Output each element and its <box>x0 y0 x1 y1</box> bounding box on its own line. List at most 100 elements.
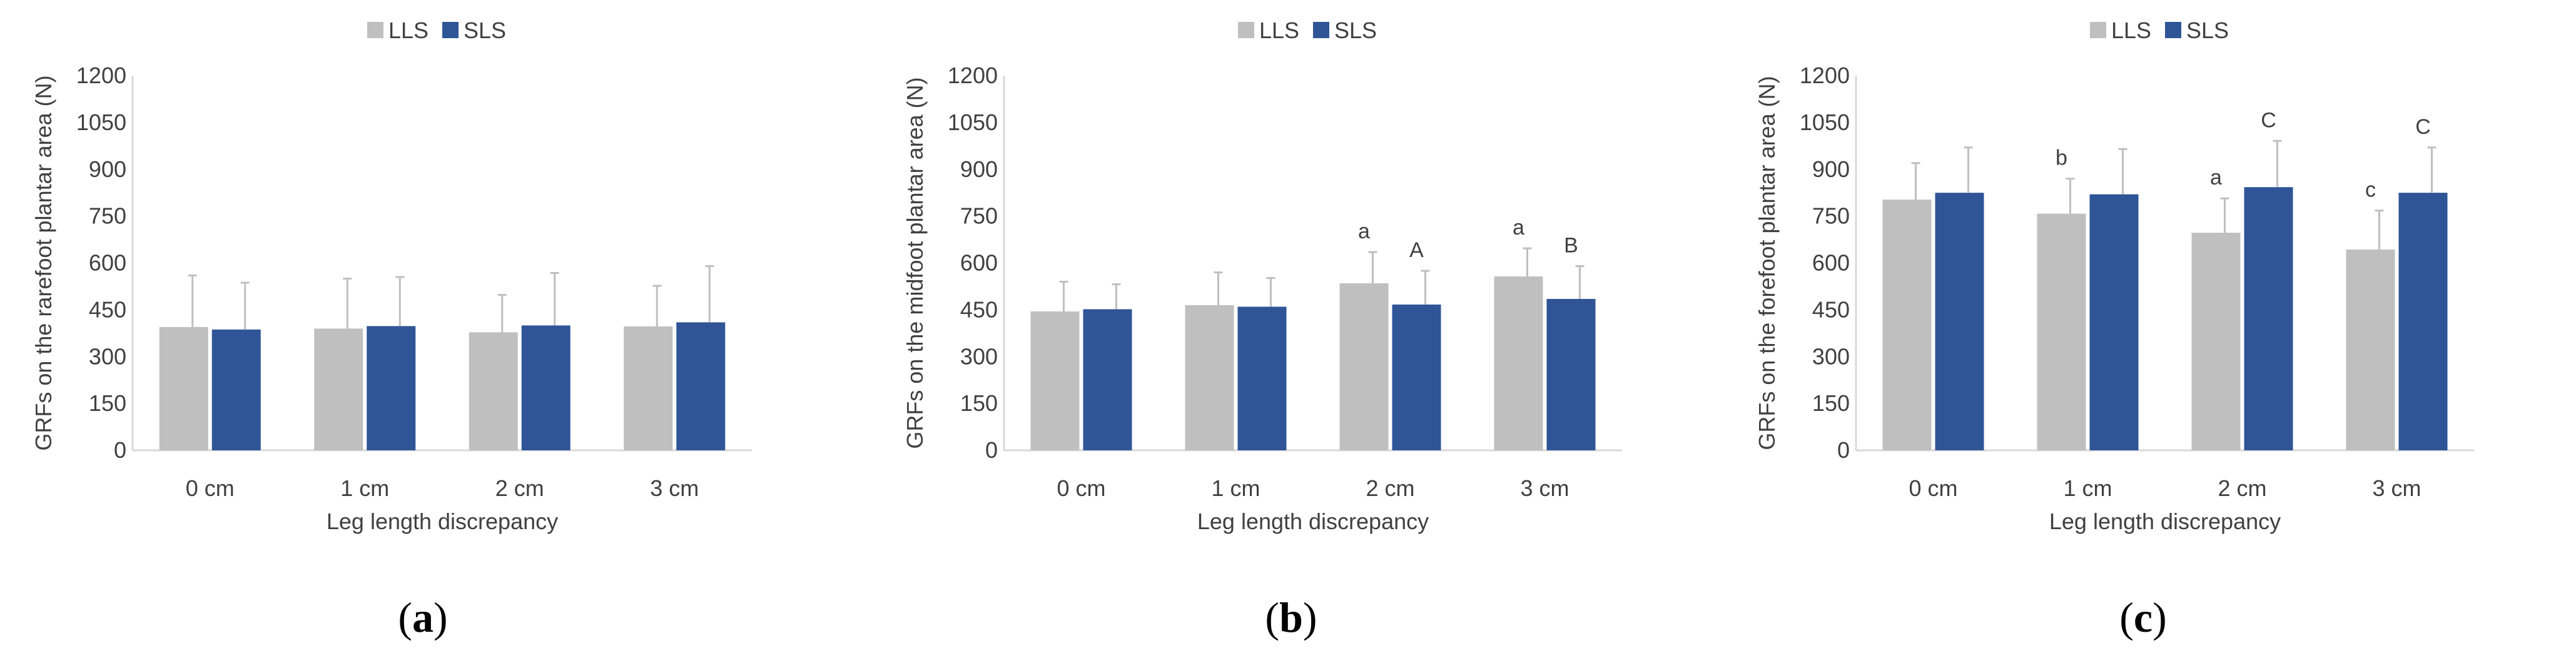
y-tick-label: 300 <box>89 343 126 369</box>
x-tick-label: 2 cm <box>1366 475 1414 501</box>
bar-lls-0 <box>159 326 208 450</box>
x-tick-label: 0 cm <box>1909 475 1957 501</box>
x-axis-title: Leg length discrepancy <box>1197 509 1429 534</box>
legend-label-lls: LLS <box>388 18 428 43</box>
panel-caption-a: (a) <box>398 594 448 641</box>
significance-label: C <box>2261 108 2276 132</box>
legend-label-sls: SLS <box>464 18 506 43</box>
bar-sls-2 <box>2244 187 2293 450</box>
legend-swatch-lls <box>367 22 383 38</box>
panel-caption-b-letter: b <box>1279 594 1303 641</box>
bar-sls-1 <box>2089 194 2139 450</box>
legend-label-lls: LLS <box>1259 18 1299 43</box>
x-tick-label: 2 cm <box>2218 475 2266 501</box>
x-tick-label: 2 cm <box>495 475 544 501</box>
bar-lls-1 <box>314 328 363 450</box>
panel-caption-c: (c) <box>2119 594 2167 641</box>
legend: LLS SLS <box>1238 18 1377 43</box>
significance-label: a <box>2210 166 2222 190</box>
bar-lls-2 <box>1339 283 1389 450</box>
chart-panel-a: 0 150 300 450 600 750 900 1050 1200 GRFs on the r… <box>31 18 752 534</box>
y-tick-label: 150 <box>1812 390 1850 416</box>
legend-label-sls: SLS <box>1334 18 1377 43</box>
y-tick-label: 1200 <box>1800 63 1850 88</box>
bar-lls-2 <box>469 332 518 450</box>
y-tick-label: 450 <box>1812 296 1850 322</box>
y-tick-label: 300 <box>1812 343 1850 369</box>
bar-sls-0 <box>211 329 261 450</box>
y-tick-label: 900 <box>960 156 998 182</box>
significance-label: C <box>2415 115 2431 139</box>
y-tick-label: 750 <box>1812 203 1850 229</box>
y-tick-label: 1200 <box>76 63 126 88</box>
x-tick-label: 0 cm <box>186 475 235 501</box>
legend-swatch-sls <box>442 22 459 38</box>
legend-label-lls: LLS <box>2111 18 2151 43</box>
x-tick-label: 1 cm <box>1211 475 1260 501</box>
bar-sls-0 <box>1083 309 1132 450</box>
x-tick-label: 1 cm <box>2063 475 2112 501</box>
legend: LLS SLS <box>367 18 506 43</box>
y-tick-label: 750 <box>89 203 126 229</box>
y-tick-label: 900 <box>89 156 126 182</box>
y-axis-title: GRFs on the rarefoot plantar area (N) <box>31 75 56 450</box>
significance-label: c <box>2365 178 2376 202</box>
y-tick-label: 0 <box>1837 437 1850 463</box>
y-tick-label: 0 <box>985 437 998 463</box>
bar-lls-0 <box>1882 200 1932 450</box>
y-tick-label: 1050 <box>948 109 998 135</box>
panel-caption-a-letter: a <box>412 594 434 641</box>
bar-lls-3 <box>1494 276 1543 450</box>
x-axis-title: Leg length discrepancy <box>2049 509 2281 534</box>
y-tick-label: 1200 <box>948 63 998 88</box>
x-tick-label: 3 cm <box>1520 475 1569 501</box>
chart-panel-b: 0 150 300 450 600 750 900 1050 1200 GRFs on the m… <box>902 18 1622 534</box>
y-tick-label: 150 <box>89 390 126 416</box>
bar-sls-0 <box>1935 193 1984 450</box>
legend-swatch-sls <box>2165 22 2181 38</box>
x-axis-title: Leg length discrepancy <box>327 509 558 534</box>
bar-sls-3 <box>676 322 726 450</box>
bar-lls-0 <box>1030 311 1080 450</box>
x-tick-label: 1 cm <box>340 475 389 501</box>
y-tick-label: 1050 <box>1800 109 1850 135</box>
significance-label: a <box>1513 216 1524 240</box>
legend: LLS SLS <box>2090 18 2229 43</box>
bar-sls-2 <box>1392 304 1441 450</box>
bar-lls-1 <box>2037 213 2086 450</box>
x-tick-label: 3 cm <box>650 475 699 501</box>
bar-lls-1 <box>1185 305 1234 450</box>
y-tick-label: 600 <box>1812 250 1850 276</box>
bar-lls-2 <box>2191 233 2241 450</box>
significance-label: B <box>1564 233 1578 257</box>
panel-caption-b: (b) <box>1265 594 1317 641</box>
significance-label: a <box>1358 220 1370 243</box>
bar-sls-2 <box>521 325 570 450</box>
panel-caption-c-letter: c <box>2133 594 2153 641</box>
significance-label: b <box>2056 146 2067 170</box>
y-tick-label: 600 <box>960 250 998 276</box>
legend-swatch-lls <box>2090 22 2106 38</box>
bar-lls-3 <box>2346 250 2395 450</box>
significance-label: A <box>1409 238 1424 262</box>
bar-sls-1 <box>1237 306 1287 450</box>
y-tick-label: 300 <box>960 343 998 369</box>
y-tick-label: 450 <box>960 296 998 322</box>
bar-sls-3 <box>2398 193 2448 450</box>
y-tick-label: 0 <box>114 437 126 463</box>
y-axis-title: GRFs on the forefoot plantar area (N) <box>1754 76 1780 450</box>
bar-sls-1 <box>367 326 416 450</box>
bar-sls-3 <box>1546 298 1596 450</box>
y-tick-label: 750 <box>960 203 998 229</box>
y-tick-label: 1050 <box>76 109 126 135</box>
y-tick-label: 600 <box>89 250 126 276</box>
chart-panel-c: 0 150 300 450 600 750 900 1050 1200 GRFs on the f… <box>1754 18 2474 534</box>
y-axis-title: GRFs on the midfoot plantar area (N) <box>902 77 928 448</box>
y-tick-label: 450 <box>89 296 126 322</box>
y-tick-label: 150 <box>960 390 998 416</box>
x-tick-label: 0 cm <box>1057 475 1105 501</box>
legend-swatch-sls <box>1313 22 1329 38</box>
bar-lls-3 <box>624 326 673 450</box>
x-tick-label: 3 cm <box>2372 475 2421 501</box>
